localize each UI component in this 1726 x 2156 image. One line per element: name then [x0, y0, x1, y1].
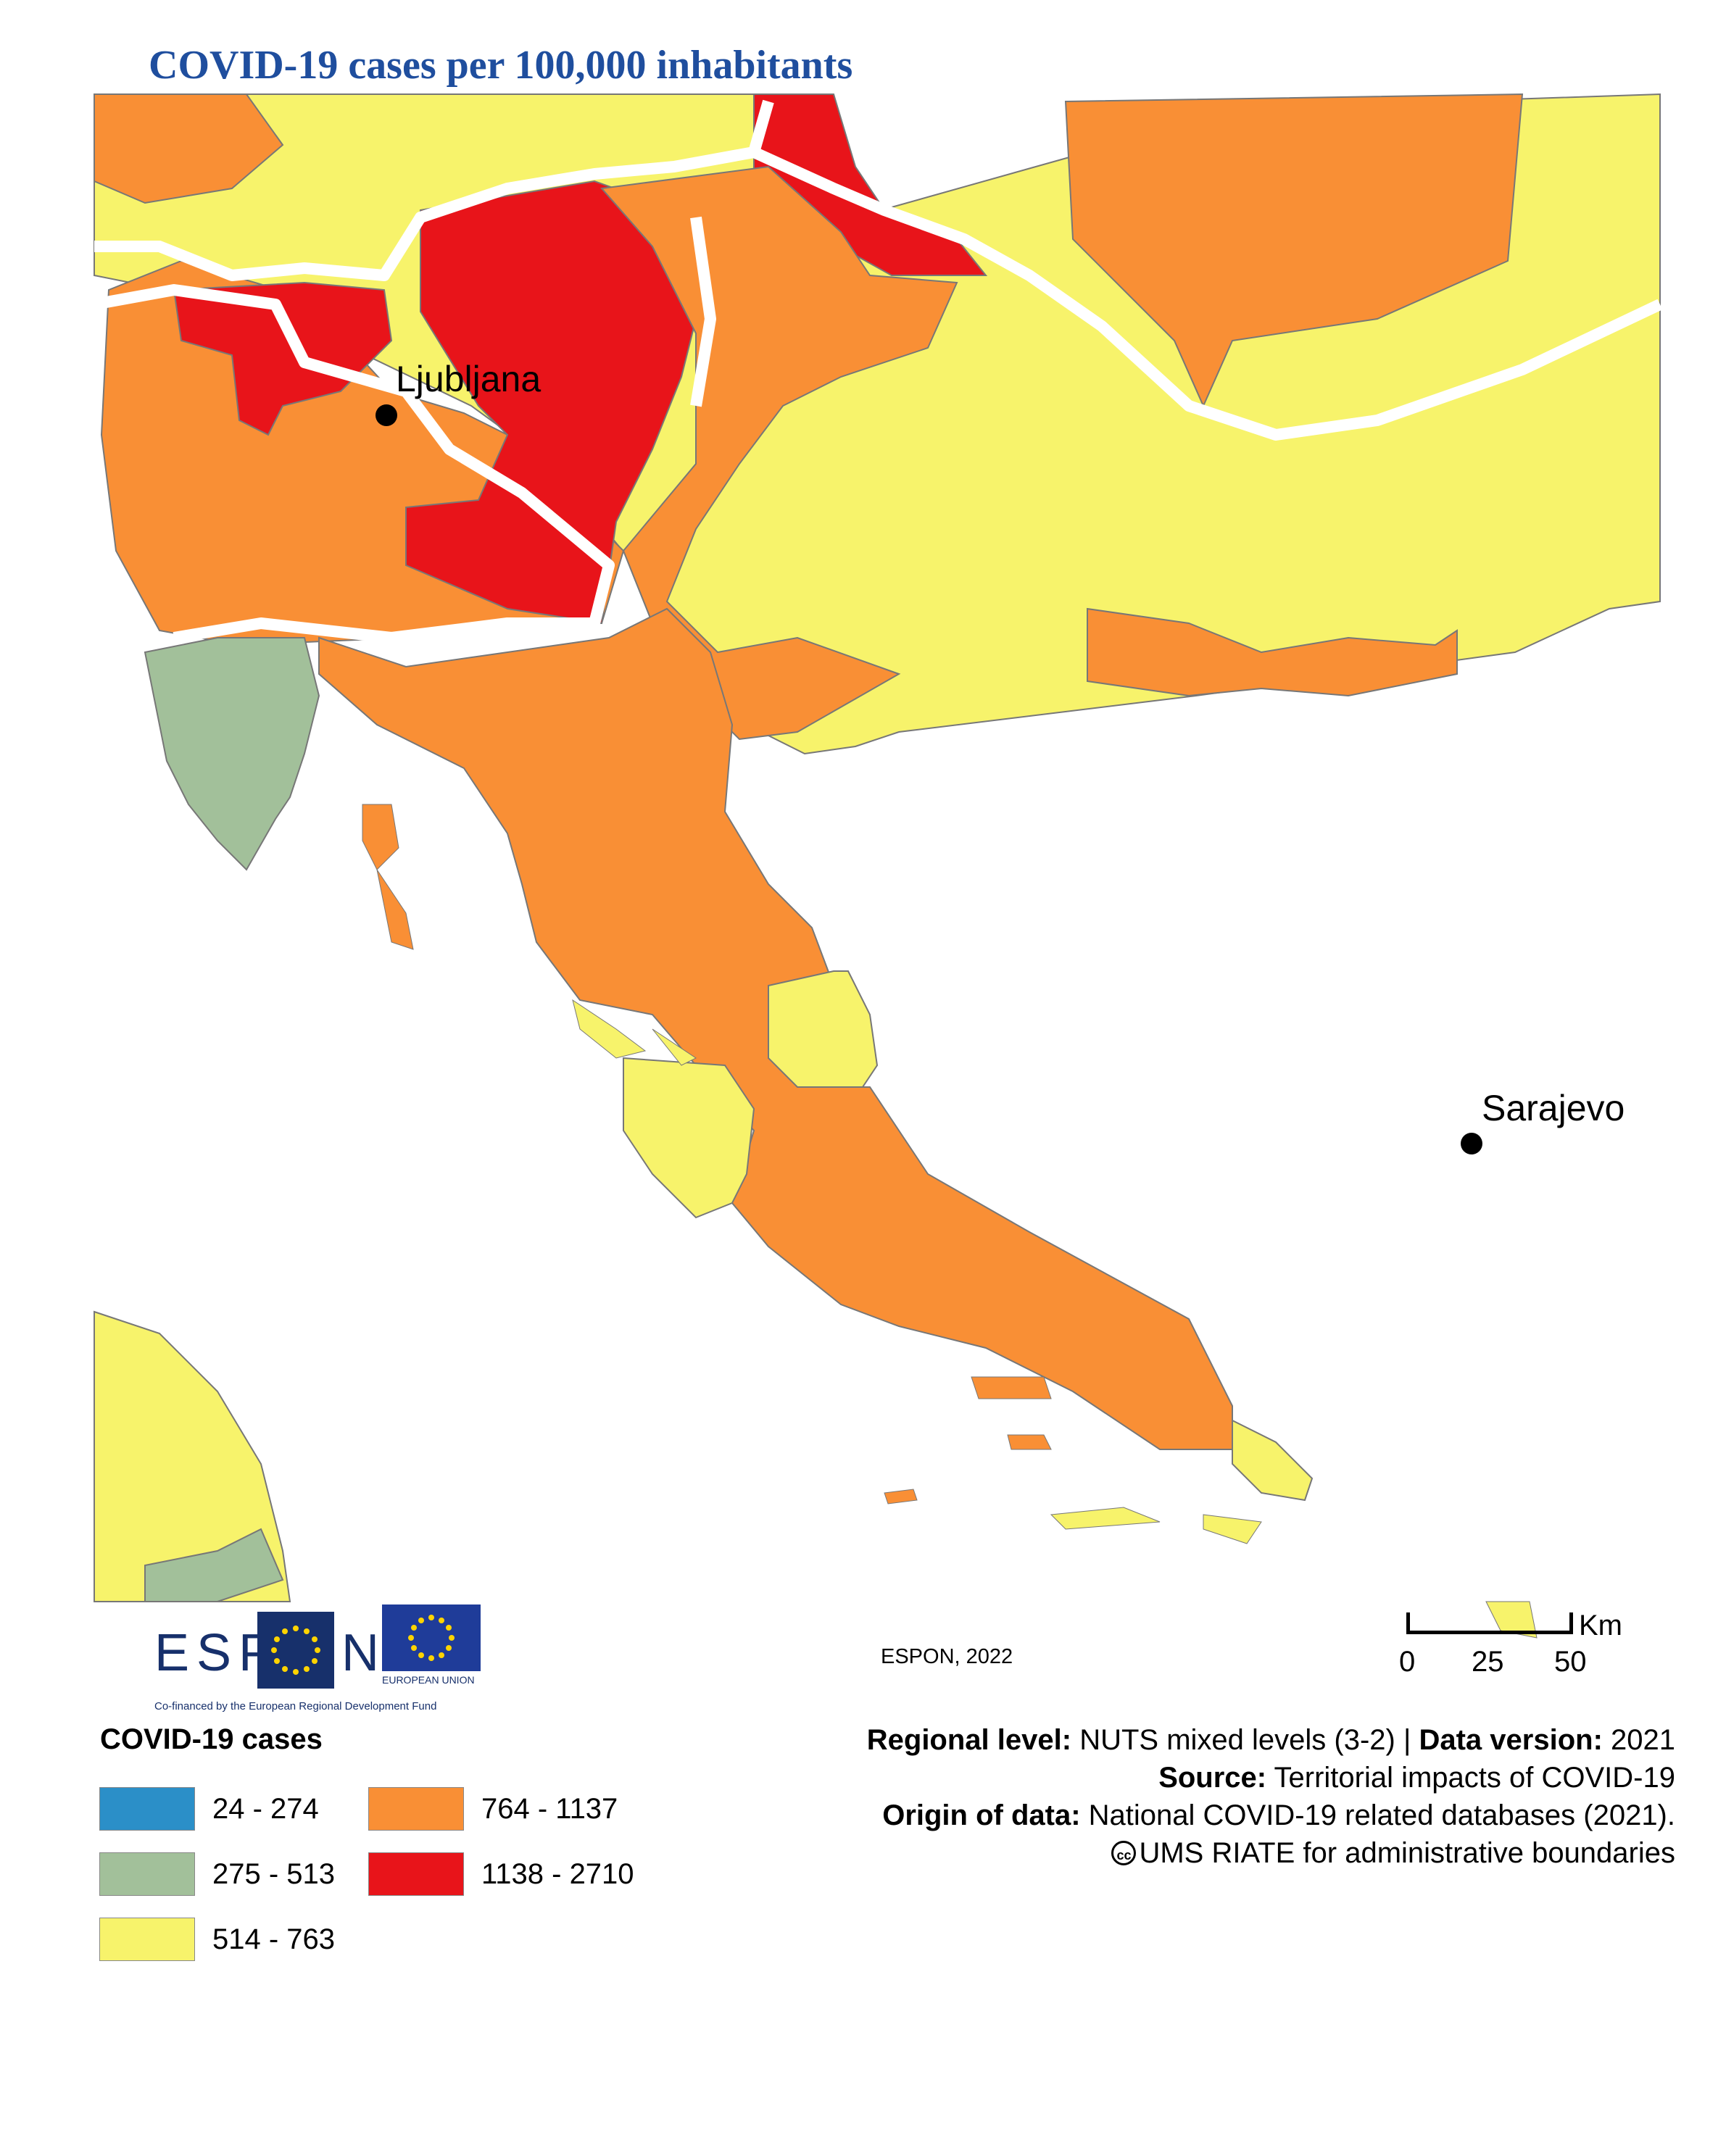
espon-stars-icon [257, 1612, 334, 1689]
legend-swatch [368, 1852, 464, 1896]
island [971, 1376, 1052, 1399]
sarajevo-dot [1461, 1133, 1482, 1154]
region-italy-green [144, 1528, 284, 1602]
metadata-block: Regional level: NUTS mixed levels (3-2) … [660, 1721, 1675, 1872]
region-austria-orange [94, 93, 284, 204]
scale-bar: Km 0 25 50 [1399, 1605, 1622, 1685]
island [1050, 1507, 1161, 1530]
sarajevo-label: Sarajevo [1482, 1088, 1625, 1128]
map-regions [94, 93, 1661, 1639]
legend-item: 764 - 1137 [368, 1787, 618, 1831]
region-hungary-orange [1064, 93, 1524, 408]
region-istria-green [144, 637, 320, 871]
legend-swatch [99, 1852, 195, 1896]
legend-swatch [99, 1918, 195, 1961]
region-croatia-yellow-central [768, 970, 879, 1088]
island [1485, 1601, 1538, 1639]
creative-commons-icon: cc [1111, 1841, 1137, 1865]
logo-block: ESP N EUROPEAN UNION Co-financed by the … [149, 1602, 489, 1714]
scale-bar-line [1406, 1612, 1573, 1634]
island [362, 804, 399, 870]
legend-item: 275 - 513 [99, 1852, 335, 1896]
scale-unit: Km [1579, 1610, 1622, 1641]
legend-label: 1138 - 2710 [481, 1857, 634, 1890]
legend-label: 24 - 274 [212, 1792, 319, 1825]
legend-label: 275 - 513 [212, 1857, 336, 1890]
espon-logo-text: ESP [154, 1624, 281, 1682]
ljubljana-label: Ljubljana [396, 359, 541, 399]
espon-logo-text-end: N [341, 1624, 386, 1682]
eu-label: EUROPEAN UNION [382, 1674, 475, 1686]
eu-flag-icon [382, 1604, 481, 1671]
legend-item: 514 - 763 [99, 1918, 335, 1961]
legend-label: 514 - 763 [212, 1923, 336, 1955]
boundaries-line: cc UMS RIATE for administrative boundarie… [660, 1834, 1675, 1872]
region-slavonia-orange [1087, 607, 1458, 697]
legend-label: 764 - 1137 [481, 1792, 618, 1825]
region-croatia-yellow-south [623, 1057, 755, 1219]
scale-tick: 0 [1399, 1646, 1416, 1678]
island [884, 1489, 918, 1504]
national-borders [93, 99, 1663, 644]
island [1203, 1514, 1262, 1544]
island [652, 1028, 697, 1066]
map-title: COVID-19 cases per 100,000 inhabitants [149, 43, 853, 88]
island [572, 999, 647, 1059]
island [1007, 1434, 1052, 1450]
legend-item: 1138 - 2710 [368, 1852, 634, 1896]
region-italy-yellow [94, 1310, 291, 1602]
legend-swatch [368, 1787, 464, 1831]
ljubljana-dot [376, 404, 397, 426]
region-dubrovnik-yellow [1232, 1419, 1314, 1502]
region-croatia-orange-north [600, 165, 958, 741]
legend-item: 24 - 274 [99, 1787, 319, 1831]
scale-tick: 50 [1554, 1646, 1587, 1678]
origin-line: Origin of data: National COVID-19 relate… [882, 1799, 1675, 1831]
legend-title: COVID-19 cases [100, 1723, 323, 1755]
scale-tick: 25 [1472, 1646, 1504, 1678]
island [376, 869, 414, 950]
source-line: Source: Territorial impacts of COVID-19 [1158, 1762, 1675, 1794]
credit-text: ESPON, 2022 [881, 1645, 1013, 1668]
cofinanced-text: Co-financed by the European Regional Dev… [154, 1700, 437, 1712]
city-markers: Ljubljana Sarajevo [376, 359, 1625, 1154]
region-slovenia-red-west [173, 281, 393, 436]
regional-level-line: Regional level: NUTS mixed levels (3-2) … [866, 1724, 1675, 1756]
legend-swatch [99, 1787, 195, 1831]
